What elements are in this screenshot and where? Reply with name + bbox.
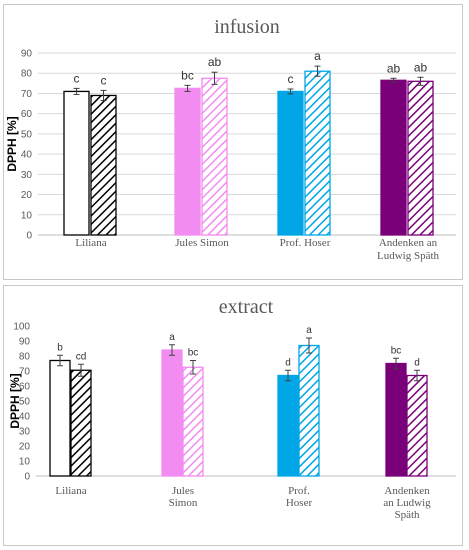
infusion-y-tick-label: 10 — [21, 210, 33, 221]
infusion-bar — [63, 90, 90, 236]
extract-bar — [385, 362, 407, 477]
extract-significance-label: bc — [391, 345, 402, 356]
extract-significance-label: cd — [76, 351, 87, 362]
infusion-significance-label: ab — [387, 61, 401, 75]
infusion-y-tick-label: 30 — [21, 170, 33, 181]
extract-chart-panel: extract DPPH [%] 0 10 20 30 40 50 60 70 80 90 100 b a d… — [3, 285, 463, 546]
infusion-y-tick-label: 40 — [21, 150, 33, 161]
extract-bar — [298, 344, 320, 477]
infusion-y-tick-label: 60 — [21, 109, 33, 120]
extract-y-tick-label: 0 — [24, 472, 30, 483]
infusion-significance-label: c — [74, 71, 80, 85]
extract-y-tick-label: 10 — [19, 457, 31, 468]
extract-bar — [277, 374, 299, 477]
extract-significance-label: b — [57, 342, 63, 353]
infusion-y-tick-label: 80 — [21, 69, 33, 80]
infusion-bar — [90, 94, 117, 236]
infusion-significance-label: c — [101, 73, 107, 87]
extract-category-label: Andenken an Ludwig Späth — [383, 485, 431, 521]
infusion-bar — [380, 79, 407, 236]
infusion-significance-label: c — [288, 72, 294, 86]
extract-bar — [49, 359, 71, 477]
infusion-bar — [277, 90, 304, 236]
extract-y-tick-label: 80 — [19, 352, 31, 363]
infusion-significance-label: a — [314, 49, 321, 63]
infusion-category-label: Prof. Hoser — [280, 237, 331, 249]
infusion-y-tick-label: 50 — [21, 129, 33, 140]
extract-y-tick-label: 20 — [19, 442, 31, 453]
extract-bar — [182, 366, 204, 477]
infusion-significance-label: bc — [181, 68, 194, 82]
infusion-title: infusion — [214, 16, 280, 38]
extract-y-tick-label: 40 — [19, 412, 31, 423]
extract-significance-label: d — [414, 357, 420, 368]
infusion-y-tick-label: 20 — [21, 190, 33, 201]
extract-bar — [70, 369, 92, 477]
infusion-bar — [407, 80, 434, 236]
infusion-chart-panel: infusion DPPH [%] 0 10 20 30 40 50 60 70 80 90 c bc c a… — [3, 4, 463, 280]
infusion-chart: infusion DPPH [%] 0 10 20 30 40 50 60 70 80 90 c bc c a… — [5, 16, 456, 262]
extract-significance-label: d — [285, 357, 291, 368]
infusion-bar — [201, 77, 228, 236]
infusion-category-label: Liliana — [75, 237, 106, 249]
extract-y-tick-label: 50 — [19, 397, 31, 408]
extract-category-label: Jules Simon — [169, 485, 198, 509]
extract-significance-label: a — [169, 332, 175, 343]
infusion-category-label: Andenken an Ludwig Späth — [377, 237, 440, 262]
extract-chart: extract DPPH [%] 0 10 20 30 40 50 60 70 80 90 100 b a d… — [8, 296, 456, 521]
extract-category-label: Prof. Hoser — [286, 485, 313, 509]
infusion-y-tick-label: 0 — [26, 231, 32, 242]
extract-y-tick-label: 70 — [19, 367, 31, 378]
extract-significance-label: bc — [188, 348, 199, 359]
infusion-y-tick-label: 90 — [21, 49, 33, 60]
extract-y-tick-label: 60 — [19, 382, 31, 393]
extract-y-tick-label: 90 — [19, 337, 31, 348]
extract-bar — [406, 374, 428, 477]
extract-category-label: Liliana — [55, 485, 86, 497]
infusion-significance-label: ab — [414, 60, 428, 74]
infusion-category-label: Jules Simon — [175, 237, 229, 249]
infusion-y-tick-label: 70 — [21, 89, 33, 100]
infusion-bar — [174, 87, 201, 236]
extract-y-axis-label: DPPH [%] — [8, 373, 22, 428]
extract-bar — [161, 349, 183, 477]
infusion-y-axis-label: DPPH [%] — [5, 116, 19, 171]
infusion-significance-label: ab — [208, 55, 222, 69]
extract-y-tick-label: 30 — [19, 427, 31, 438]
extract-y-tick-label: 100 — [13, 322, 30, 333]
extract-title: extract — [219, 296, 274, 318]
infusion-bar — [304, 70, 331, 236]
extract-significance-label: a — [306, 325, 312, 336]
